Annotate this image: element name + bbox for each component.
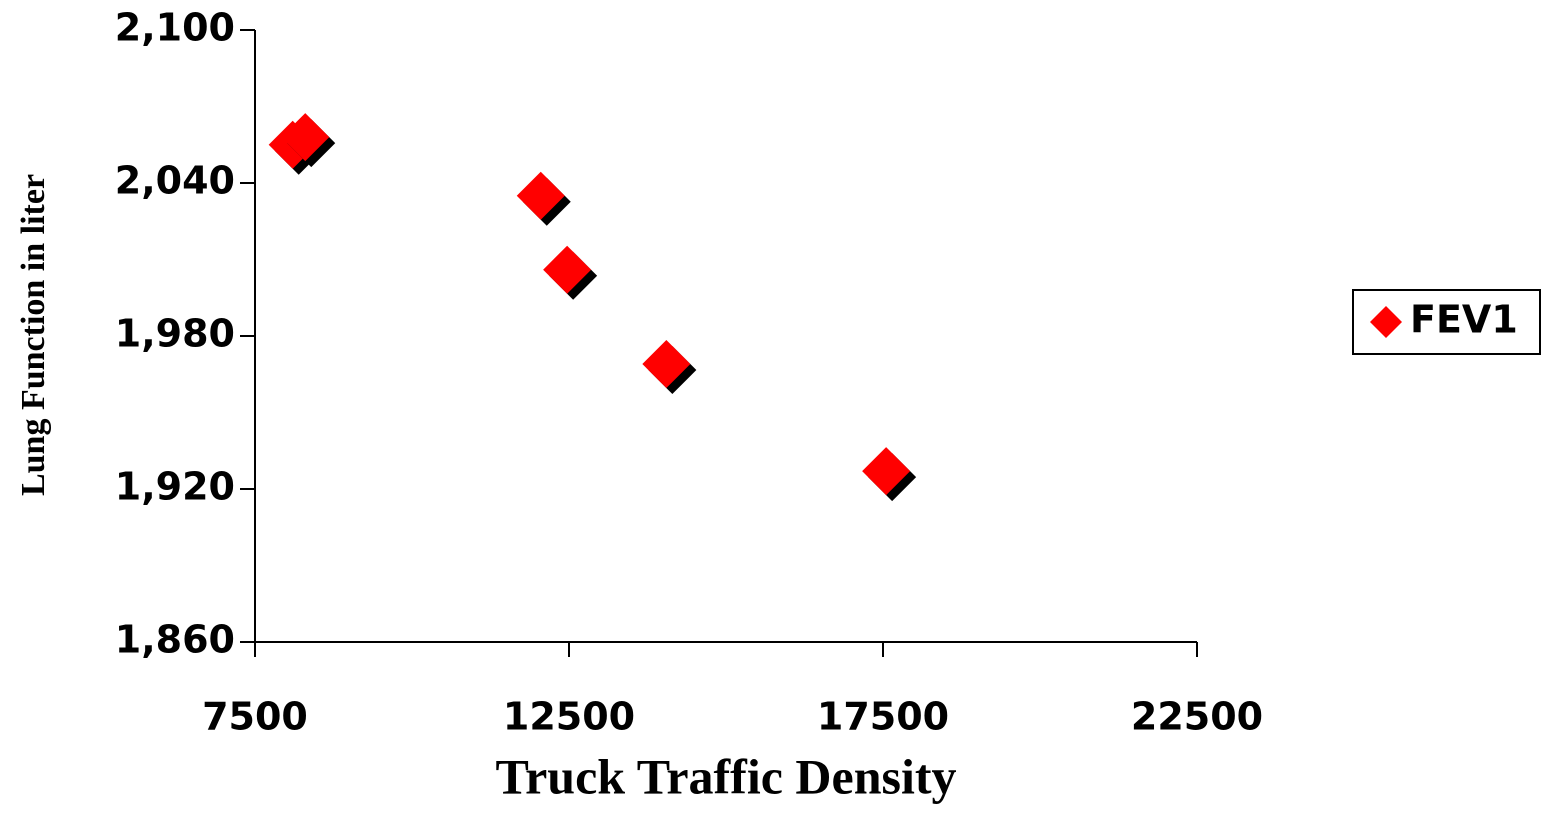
y-tick-label: 2,040 bbox=[115, 159, 235, 203]
marker bbox=[516, 171, 565, 220]
marker bbox=[543, 245, 592, 294]
marker bbox=[642, 340, 691, 389]
legend-label: FEV1 bbox=[1410, 298, 1518, 342]
x-tick-label: 7500 bbox=[202, 695, 308, 739]
y-tick-label: 2,100 bbox=[115, 6, 235, 50]
x-tick-label: 22500 bbox=[1131, 695, 1263, 739]
x-axis-label: Truck Traffic Density bbox=[495, 748, 956, 804]
y-tick-label: 1,980 bbox=[115, 312, 235, 356]
marker bbox=[862, 447, 911, 496]
x-tick-label: 17500 bbox=[817, 695, 949, 739]
y-axis-label: Lung Function in liter bbox=[15, 174, 52, 496]
y-tick-label: 1,860 bbox=[115, 618, 235, 662]
y-tick-label: 1,920 bbox=[115, 465, 235, 509]
marker bbox=[281, 113, 330, 162]
x-tick-label: 12500 bbox=[503, 695, 635, 739]
legend-marker bbox=[1370, 306, 1402, 338]
